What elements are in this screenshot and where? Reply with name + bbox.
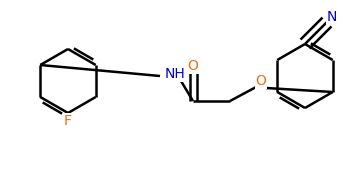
Text: O: O <box>188 59 199 73</box>
Text: F: F <box>64 114 72 128</box>
Text: NH: NH <box>165 67 186 81</box>
Text: O: O <box>256 74 267 88</box>
Text: N: N <box>327 10 337 24</box>
